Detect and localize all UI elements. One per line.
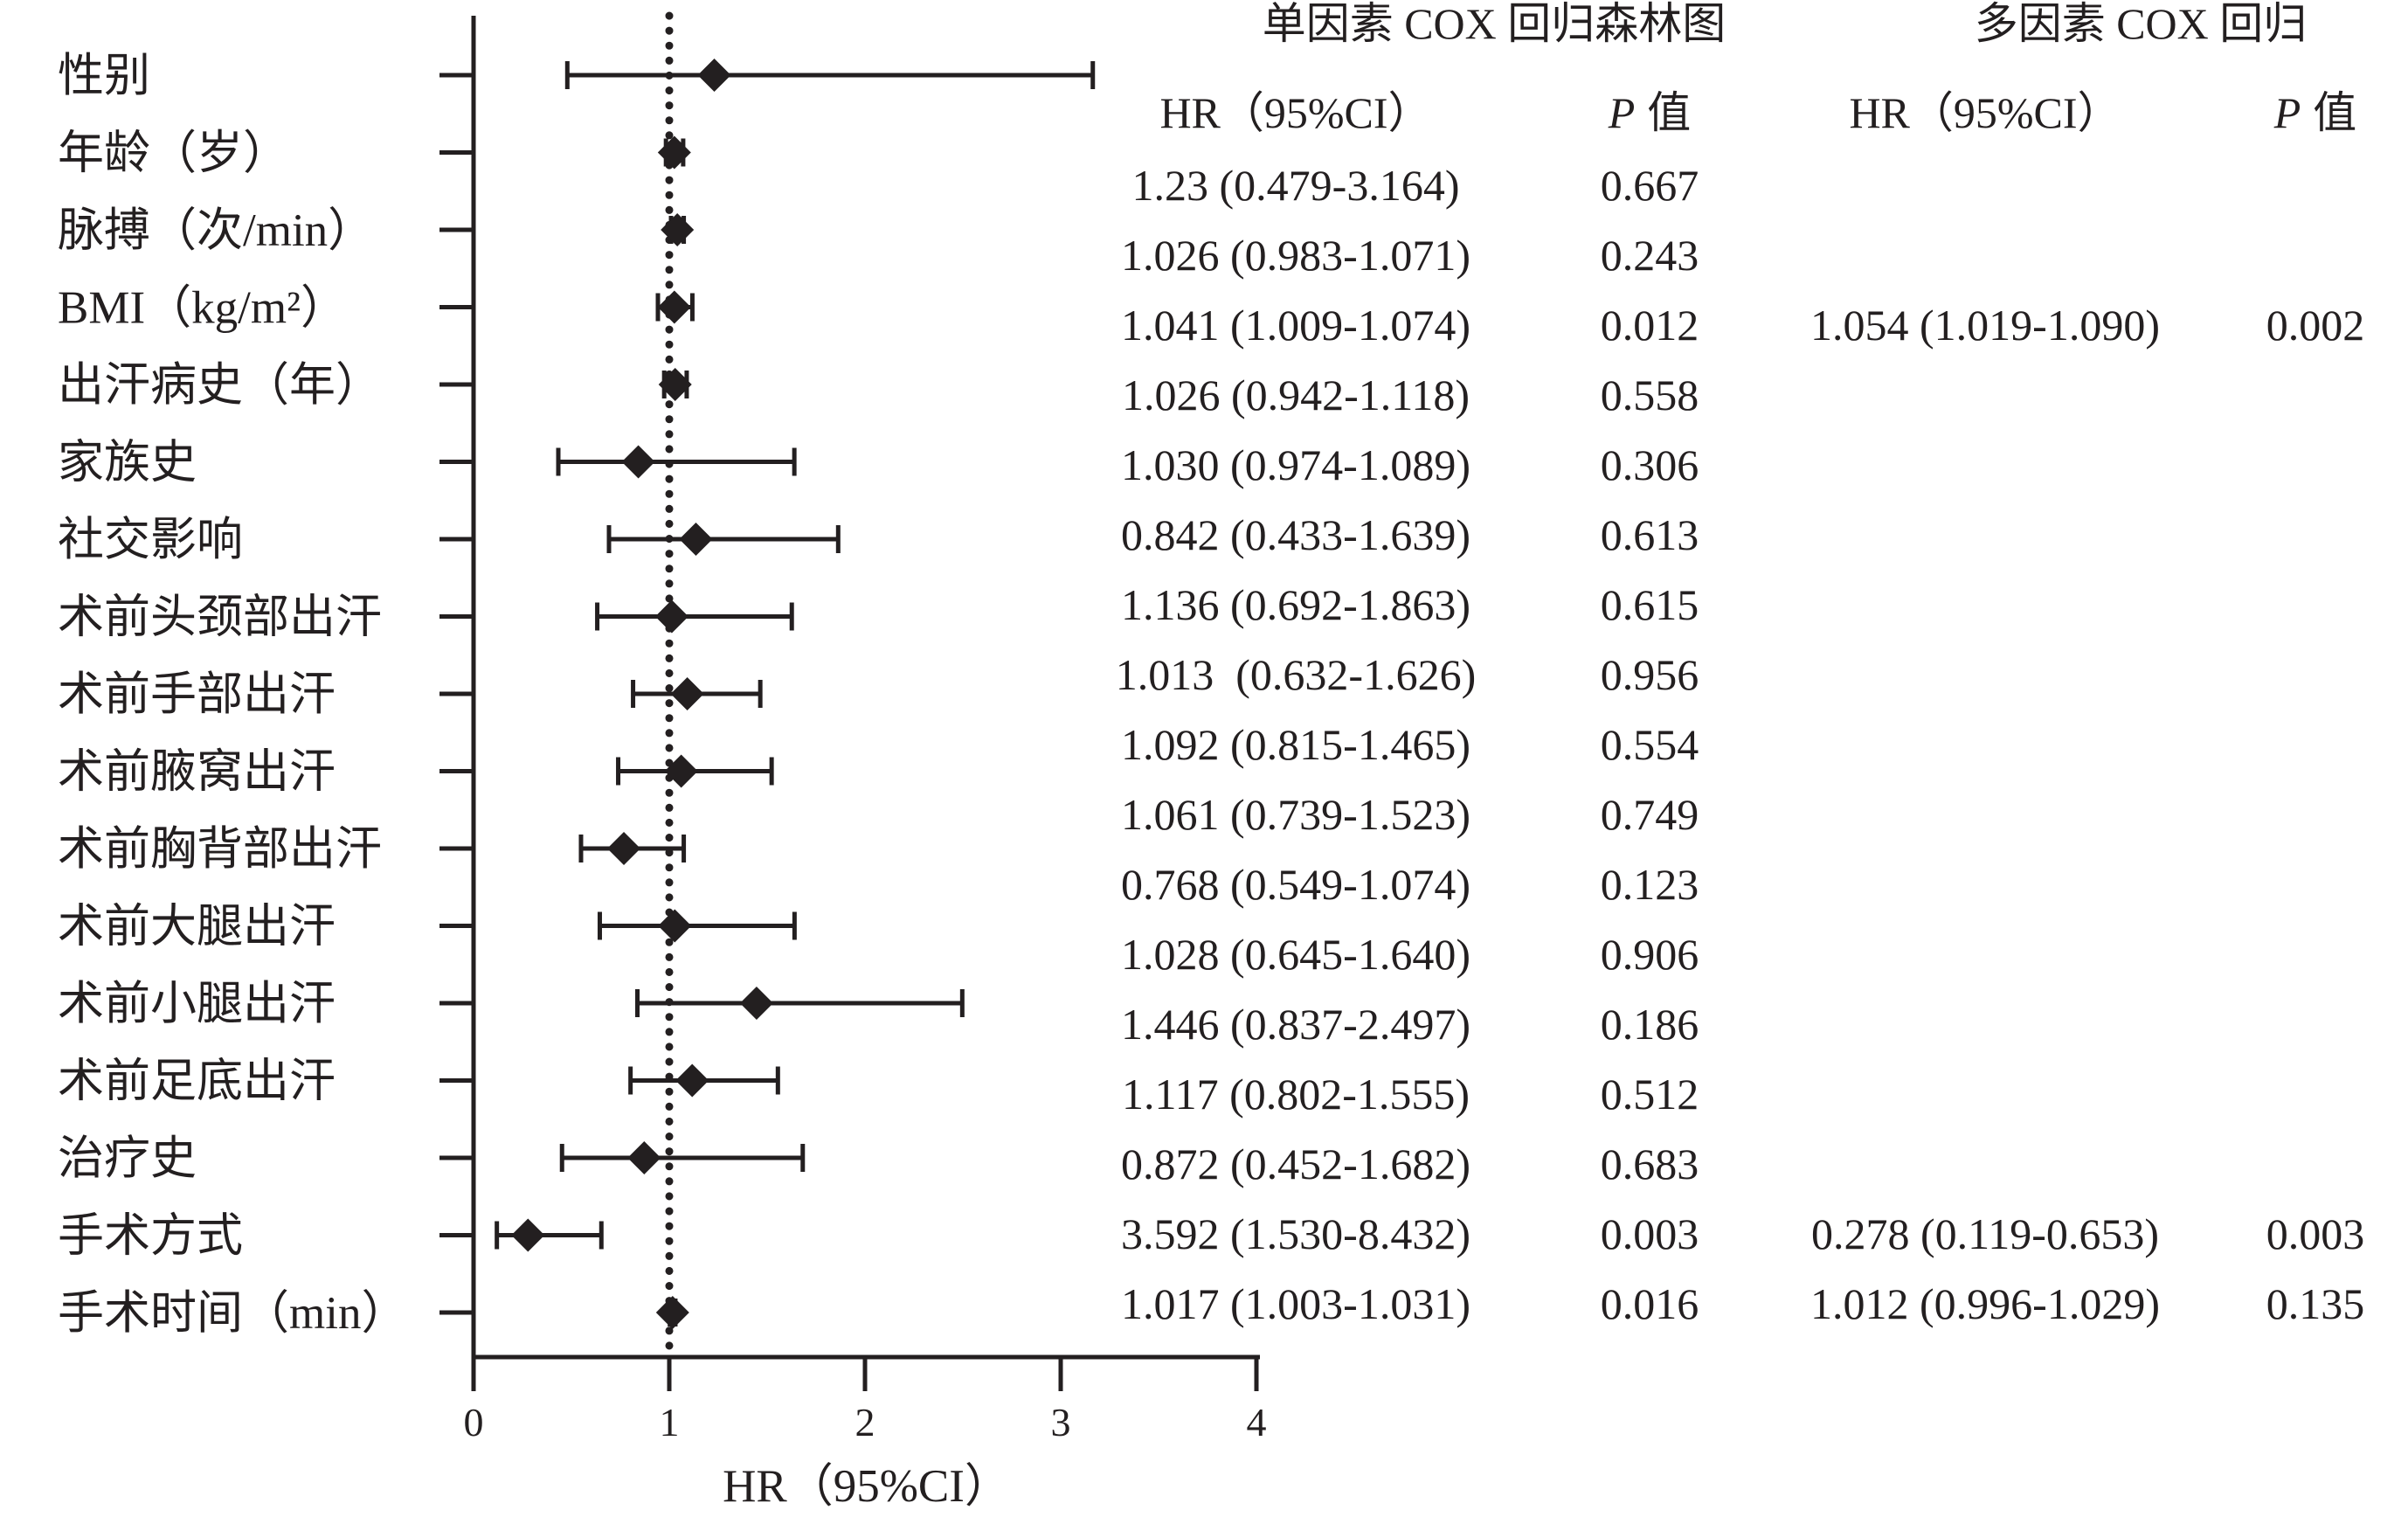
hr-point [658,368,692,401]
multi-p-cell: 0.003 [2266,1209,2365,1258]
row-label: 术前手部出汗 [58,669,336,720]
uni-hr-cell: 1.028 (0.645-1.640) [1121,930,1470,979]
uni-hr-cell: 1.013 (0.632-1.626) [1116,650,1476,699]
uni-hr-cell: 3.592 (1.530-8.432) [1121,1209,1470,1258]
uni-p-cell: 0.003 [1601,1209,1699,1258]
x-tick-label: 4 [1247,1400,1267,1444]
uni-hr-cell: 1.026 (0.983-1.071) [1121,231,1470,280]
row-label: 出汗病史（年） [58,360,382,411]
uni-p-cell: 0.906 [1601,930,1699,979]
uni-hr-cell: 0.872 (0.452-1.682) [1121,1139,1470,1188]
row-label: 家族史 [58,438,197,488]
uni-p-cell: 0.186 [1601,1000,1699,1049]
hr-point [627,1141,661,1174]
chart-title: 单因素 COX 回归森林图 [1263,0,1726,48]
uni-p-cell: 0.667 [1601,161,1699,210]
row-label: 手术时间（min） [58,1288,407,1339]
row-label: 术前小腿出汗 [58,979,336,1029]
uni-hr-cell: 1.092 (0.815-1.465) [1121,720,1470,769]
row-label: 治疗史 [58,1133,197,1184]
hr-point [621,445,655,479]
header-uni-p-italic: P [1608,88,1636,137]
x-tick-label: 1 [660,1400,680,1444]
x-tick-label: 3 [1051,1400,1071,1444]
uni-p-cell: 0.512 [1601,1070,1699,1119]
ticks-layer: 0 1 2 3 4 [464,1357,1267,1444]
x-tick-label: 0 [464,1400,484,1444]
uni-p-cell: 0.683 [1601,1139,1699,1188]
uni-p-cell: 0.243 [1601,231,1699,280]
hr-point [675,1063,709,1098]
multi-p-cell: 0.002 [2266,301,2365,350]
row-label: BMI（kg/m²） [58,283,347,334]
multi-title: 多因素 COX 回归 [1975,0,2308,48]
uni-p-cell: 0.016 [1601,1279,1699,1328]
hr-point [657,290,691,324]
uni-p-cell: 0.012 [1601,301,1699,350]
hr-point [654,599,688,634]
uni-p-cell: 0.749 [1601,790,1699,839]
hr-point [739,987,773,1020]
uni-hr-cell: 1.030 (0.974-1.089) [1121,440,1470,489]
uni-p-cell: 0.956 [1601,650,1699,699]
uni-hr-cell: 1.041 (1.009-1.074) [1121,301,1470,350]
x-axis-label: HR（95%CI） [723,1461,1011,1512]
uni-hr-cell: 0.842 (0.433-1.639) [1121,510,1470,559]
row-label: 术前大腿出汗 [58,902,336,952]
row-label: 术前胸背部出汗 [58,824,382,875]
uni-hr-cell: 1.23 (0.479-3.164) [1132,161,1460,210]
row-label: 术前头颈部出汗 [58,592,382,643]
row-label: 术前腋窝出汗 [58,747,336,798]
header-uni-hr: HR（95%CI） [1159,88,1431,137]
header-multi-hr: HR（95%CI） [1849,88,2121,137]
header-multi-p-italic: P [2273,88,2301,137]
uni-hr-cell: 1.026 (0.942-1.118) [1122,371,1470,419]
multi-p-cell: 0.135 [2266,1279,2365,1328]
uni-p-cell: 0.306 [1601,440,1699,489]
uni-hr-cell: 1.017 (1.003-1.031) [1121,1279,1470,1328]
multi-hr-cell: 1.012 (0.996-1.029) [1810,1279,2160,1328]
uni-p-cell: 0.615 [1601,580,1699,629]
hr-point [670,677,704,710]
hr-point [664,754,698,788]
header-multi-p-text: 值 [2313,88,2356,137]
multi-hr-cell: 0.278 (0.119-0.653) [1811,1209,2159,1258]
hr-point [655,1296,689,1329]
hr-point [661,213,695,246]
x-tick-label: 2 [855,1400,875,1444]
multi-hr-cell: 1.054 (1.019-1.090) [1810,301,2160,350]
hr-point [607,832,641,865]
row-label: 脉搏（次/min） [58,205,374,256]
row-label: 术前足底出汗 [58,1056,336,1107]
hr-point [697,59,731,92]
row-label: 年龄（岁） [58,128,289,179]
hr-point [658,909,692,943]
uni-hr-cell: 1.136 (0.692-1.863) [1121,580,1470,629]
header-uni-p-text: 值 [1647,88,1691,137]
hr-point [657,135,691,170]
uni-hr-cell: 1.117 (0.802-1.555) [1122,1070,1470,1119]
uni-hr-cell: 1.446 (0.837-2.497) [1121,1000,1470,1049]
uni-p-cell: 0.613 [1601,510,1699,559]
uni-hr-cell: 1.061 (0.739-1.523) [1121,790,1470,839]
row-label: 手术方式 [58,1211,243,1262]
uni-p-cell: 0.123 [1601,860,1699,909]
hr-point [679,523,713,556]
uni-p-cell: 0.554 [1601,720,1699,769]
uni-p-cell: 0.558 [1601,371,1699,419]
uni-hr-cell: 0.768 (0.549-1.074) [1121,860,1470,909]
hr-point [511,1218,545,1252]
row-label: 性别 [58,51,150,101]
row-label: 社交影响 [58,515,243,565]
